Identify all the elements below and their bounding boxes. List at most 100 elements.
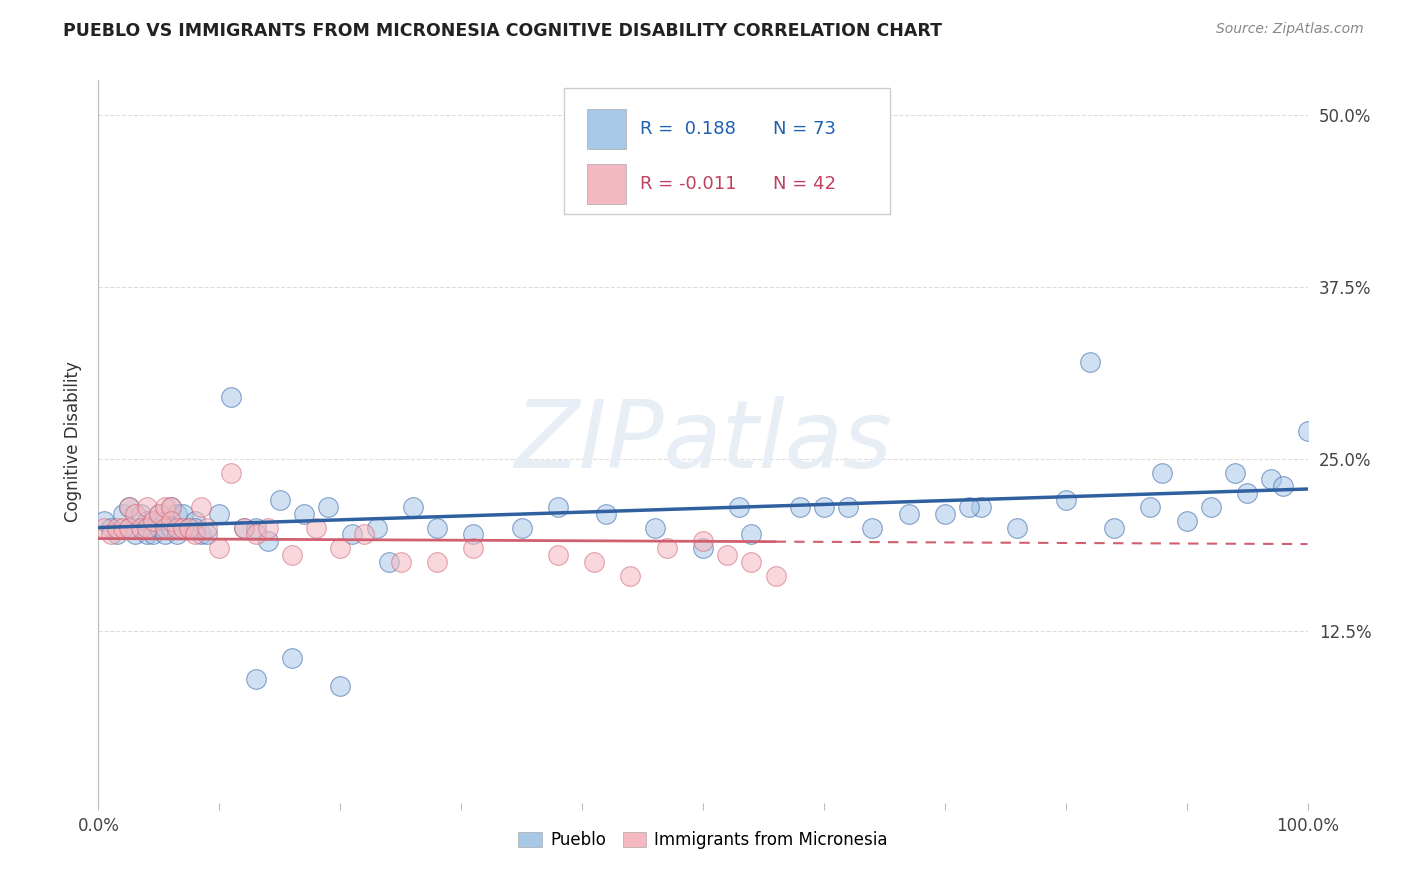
- Point: [135, 527, 157, 541]
- Point: [166, 527, 188, 541]
- Point: [547, 500, 569, 514]
- Point: [245, 527, 267, 541]
- Point: [179, 520, 201, 534]
- Point: [269, 493, 291, 508]
- Point: [124, 520, 146, 534]
- Point: [316, 500, 339, 514]
- FancyBboxPatch shape: [586, 164, 626, 204]
- Point: [184, 514, 207, 528]
- Point: [813, 500, 835, 514]
- Point: [426, 555, 449, 569]
- Point: [837, 500, 859, 514]
- Point: [111, 507, 134, 521]
- Point: [342, 527, 364, 541]
- Text: Source: ZipAtlas.com: Source: ZipAtlas.com: [1216, 22, 1364, 37]
- Point: [124, 527, 146, 541]
- Text: PUEBLO VS IMMIGRANTS FROM MICRONESIA COGNITIVE DISABILITY CORRELATION CHART: PUEBLO VS IMMIGRANTS FROM MICRONESIA COG…: [63, 22, 942, 40]
- Point: [105, 527, 128, 541]
- Point: [195, 527, 218, 541]
- Text: R =  0.188: R = 0.188: [640, 120, 735, 138]
- Point: [184, 520, 207, 534]
- Text: N = 42: N = 42: [773, 175, 837, 193]
- Point: [692, 541, 714, 556]
- Point: [1236, 486, 1258, 500]
- Point: [142, 527, 165, 541]
- Point: [172, 507, 194, 521]
- Point: [353, 527, 375, 541]
- Point: [765, 568, 787, 582]
- Point: [389, 555, 412, 569]
- Point: [179, 520, 201, 534]
- Point: [1272, 479, 1295, 493]
- Point: [135, 520, 157, 534]
- Point: [655, 541, 678, 556]
- Point: [692, 534, 714, 549]
- Point: [377, 555, 399, 569]
- Point: [897, 507, 920, 521]
- Point: [1296, 424, 1319, 438]
- Legend: Pueblo, Immigrants from Micronesia: Pueblo, Immigrants from Micronesia: [512, 824, 894, 856]
- Point: [305, 520, 328, 534]
- Point: [245, 520, 267, 534]
- Point: [716, 548, 738, 562]
- Point: [160, 500, 183, 514]
- Point: [135, 514, 157, 528]
- Point: [148, 520, 170, 534]
- Point: [118, 500, 141, 514]
- Point: [957, 500, 980, 514]
- Point: [172, 520, 194, 534]
- Point: [402, 500, 425, 514]
- Point: [190, 527, 212, 541]
- Point: [184, 527, 207, 541]
- Point: [245, 672, 267, 686]
- Point: [221, 466, 243, 480]
- Point: [166, 520, 188, 534]
- Point: [160, 520, 183, 534]
- Point: [93, 514, 115, 528]
- Y-axis label: Cognitive Disability: Cognitive Disability: [65, 361, 83, 522]
- Point: [256, 534, 278, 549]
- Point: [208, 507, 231, 521]
- Point: [100, 527, 122, 541]
- Point: [129, 507, 152, 521]
- Point: [118, 500, 141, 514]
- Point: [1152, 466, 1174, 480]
- FancyBboxPatch shape: [564, 87, 890, 214]
- Point: [105, 520, 128, 534]
- Point: [860, 520, 883, 534]
- Point: [190, 500, 212, 514]
- Point: [970, 500, 993, 514]
- Point: [644, 520, 666, 534]
- Point: [129, 520, 152, 534]
- Point: [208, 541, 231, 556]
- Point: [740, 527, 762, 541]
- Point: [111, 520, 134, 534]
- Point: [1078, 355, 1101, 369]
- Point: [232, 520, 254, 534]
- Point: [463, 541, 485, 556]
- Point: [1007, 520, 1029, 534]
- Point: [281, 548, 304, 562]
- Point: [153, 500, 176, 514]
- Point: [195, 520, 218, 534]
- Text: R = -0.011: R = -0.011: [640, 175, 737, 193]
- Point: [142, 514, 165, 528]
- Point: [221, 390, 243, 404]
- Point: [281, 651, 304, 665]
- Point: [728, 500, 751, 514]
- Point: [547, 548, 569, 562]
- Point: [740, 555, 762, 569]
- Point: [619, 568, 641, 582]
- Point: [135, 500, 157, 514]
- Point: [329, 679, 352, 693]
- Point: [1175, 514, 1198, 528]
- Point: [813, 190, 835, 204]
- Point: [124, 507, 146, 521]
- Point: [1199, 500, 1222, 514]
- Point: [232, 520, 254, 534]
- Point: [1054, 493, 1077, 508]
- Point: [160, 514, 183, 528]
- Point: [1260, 472, 1282, 486]
- Text: ZIPatlas: ZIPatlas: [515, 396, 891, 487]
- Point: [118, 520, 141, 534]
